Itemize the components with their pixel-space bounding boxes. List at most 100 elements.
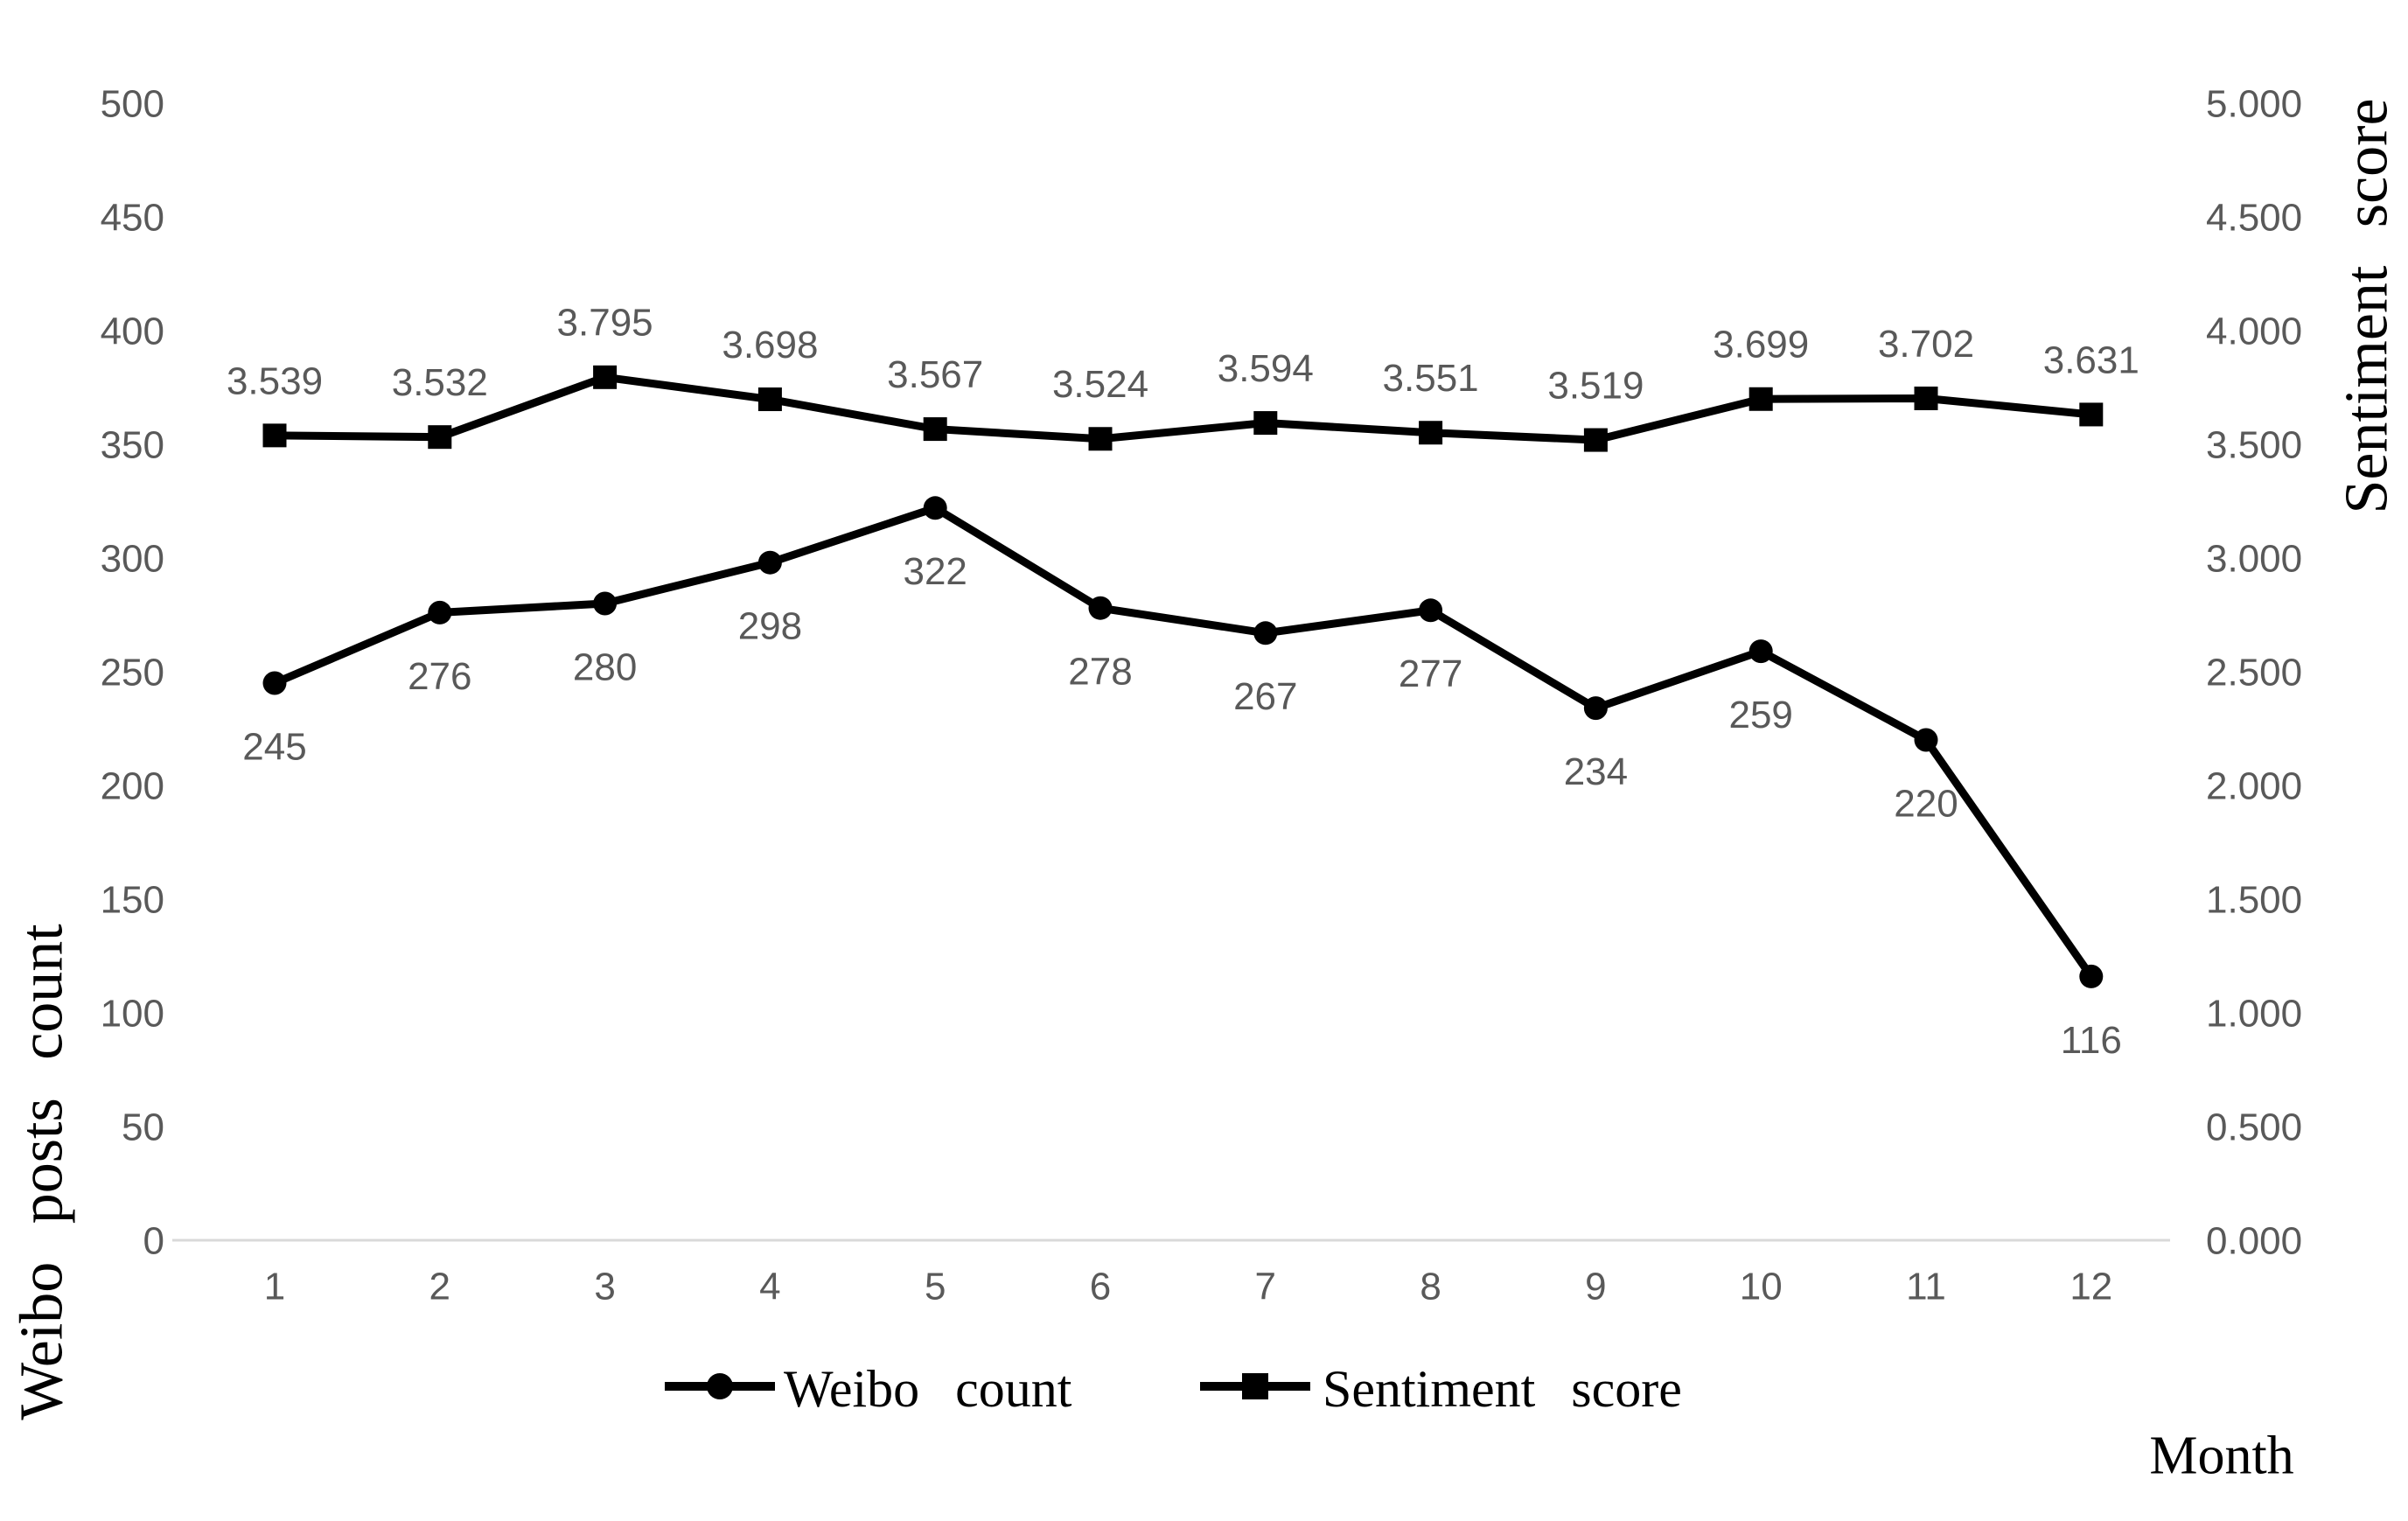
- data-point-marker-circle: [1914, 728, 1938, 752]
- data-point-marker-square: [757, 387, 782, 412]
- right-axis-tick-label: 0.500: [2206, 1106, 2302, 1148]
- x-axis-title: Month: [2149, 1427, 2293, 1486]
- data-label: 220: [1894, 782, 1958, 825]
- data-label: 3.567: [887, 353, 983, 396]
- data-label: 298: [738, 605, 802, 648]
- series-weibo-count-line: [273, 503, 2095, 979]
- right-axis-tick-label: 4.000: [2206, 310, 2302, 352]
- data-point-marker-square: [1914, 386, 1938, 410]
- data-point-marker-circle: [593, 591, 618, 616]
- data-label: 116: [2061, 1019, 2122, 1062]
- series-sentiment-score-data-labels: 3.539 3.532 3.795 3.698 3.567 3.524 3.594 3.551…: [227, 302, 2139, 408]
- data-label: 3.699: [1713, 324, 1809, 366]
- data-point-marker-circle: [1088, 596, 1113, 620]
- x-axis-tick-label: 2: [429, 1265, 450, 1308]
- data-point-marker-square: [428, 425, 452, 450]
- data-point-marker-circle: [1583, 696, 1608, 721]
- data-point-marker-circle: [1748, 639, 1773, 664]
- left-axis-tick-label: 200: [101, 764, 164, 807]
- x-axis-tick-label: 6: [1090, 1265, 1111, 1308]
- right-axis-tick-label: 1.000: [2206, 992, 2302, 1035]
- data-point-marker-square: [593, 365, 618, 389]
- data-point-marker-circle: [757, 550, 782, 575]
- x-axis-tick-label: 4: [759, 1265, 780, 1308]
- right-axis-tick-label: 4.500: [2206, 196, 2302, 239]
- data-point-marker-circle: [262, 671, 287, 695]
- x-axis-tick-label: 7: [1255, 1265, 1276, 1308]
- left-axis-tick-label: 50: [122, 1106, 164, 1148]
- data-label: 3.539: [227, 359, 323, 402]
- right-axis-tick-labels: 0.000 0.500 1.000 1.500 2.000 2.500 3.000 3.500…: [2206, 82, 2302, 1262]
- right-axis-tick-label: 1.500: [2206, 878, 2302, 921]
- data-label: 3.551: [1383, 357, 1479, 400]
- data-point-marker-square: [1253, 411, 1278, 436]
- data-label: 322: [903, 550, 967, 593]
- x-axis-tick-label: 10: [1740, 1265, 1783, 1308]
- right-axis-tick-label: 2.500: [2206, 651, 2302, 694]
- data-label: 278: [1068, 651, 1132, 694]
- legend-square-marker-icon: [1242, 1373, 1268, 1399]
- data-label: 259: [1728, 694, 1792, 736]
- series-sentiment-score-markers: [262, 365, 2104, 452]
- x-axis-tick-label: 3: [594, 1265, 615, 1308]
- data-label: 3.524: [1052, 363, 1148, 406]
- right-axis-title: Sentiment score: [2334, 98, 2401, 513]
- data-label: 267: [1233, 675, 1297, 718]
- data-point-marker-square: [262, 423, 287, 448]
- right-axis-tick-label: 0.000: [2206, 1219, 2302, 1262]
- series-weibo-count-data-labels: 245 276 280 298 322 278 267 277 234 259 220 116: [242, 550, 2122, 1062]
- legend-item-weibo-count: Weibo count: [665, 1360, 1072, 1418]
- left-axis-tick-label: 0: [143, 1219, 164, 1262]
- data-label: 3.594: [1218, 347, 1314, 390]
- x-axis-tick-label: 11: [1906, 1265, 1946, 1308]
- data-label: 3.795: [557, 302, 653, 345]
- legend-item-sentiment-score: Sentiment score: [1200, 1360, 1682, 1418]
- left-axis-tick-label: 250: [101, 651, 164, 694]
- data-label: 276: [408, 655, 471, 698]
- data-label: 3.702: [1878, 323, 1974, 366]
- series-sentiment-score-line: [274, 373, 2092, 444]
- left-axis-tick-label: 450: [101, 196, 164, 239]
- data-label: 277: [1399, 652, 1462, 695]
- data-label: 280: [573, 645, 637, 688]
- x-axis-tick-labels: 1 2 3 4 5 6 7 8 9 10 11 12: [264, 1265, 2113, 1308]
- data-point-marker-square: [1088, 427, 1113, 451]
- left-axis-tick-label: 500: [101, 82, 164, 125]
- left-axis-tick-label: 100: [101, 992, 164, 1035]
- right-axis-tick-label: 3.500: [2206, 423, 2302, 466]
- x-axis-tick-label: 1: [264, 1265, 285, 1308]
- right-axis-tick-label: 5.000: [2206, 82, 2302, 125]
- data-label: 3.532: [392, 361, 488, 404]
- legend: Weibo count Sentiment score: [665, 1360, 1682, 1418]
- legend-circle-marker-icon: [707, 1373, 733, 1399]
- data-label: 245: [242, 725, 306, 768]
- left-axis-tick-label: 400: [101, 310, 164, 352]
- data-label: 3.519: [1547, 364, 1644, 407]
- right-axis-tick-label: 3.000: [2206, 537, 2302, 580]
- legend-label: Sentiment score: [1323, 1360, 1682, 1418]
- x-axis-tick-label: 8: [1420, 1265, 1441, 1308]
- x-axis-tick-label: 5: [925, 1265, 946, 1308]
- left-axis-title: Weibo posts count: [9, 924, 76, 1420]
- left-axis-tick-label: 300: [101, 537, 164, 580]
- series-weibo-count: 245 276 280 298 322 278 267 277 234 259 220 116: [242, 496, 2122, 1062]
- data-point-marker-square: [923, 417, 947, 442]
- data-point-marker-square: [2079, 402, 2104, 427]
- data-point-marker-circle: [2079, 964, 2104, 988]
- data-label: 3.631: [2043, 338, 2139, 381]
- data-point-marker-circle: [1253, 621, 1278, 645]
- series-sentiment-score: 3.539 3.532 3.795 3.698 3.567 3.524 3.594 3.551…: [227, 302, 2139, 452]
- data-point-marker-circle: [1419, 598, 1443, 623]
- right-axis-tick-label: 2.000: [2206, 764, 2302, 807]
- data-point-marker-circle: [923, 496, 947, 520]
- x-axis-tick-label: 12: [2069, 1265, 2112, 1308]
- data-point-marker-square: [1419, 421, 1443, 445]
- data-point-marker-square: [1583, 428, 1608, 452]
- left-axis-tick-label: 350: [101, 423, 164, 466]
- legend-label: Weibo count: [784, 1360, 1072, 1418]
- data-label: 234: [1564, 750, 1628, 793]
- data-point-marker-circle: [428, 600, 452, 624]
- data-point-marker-square: [1748, 387, 1773, 411]
